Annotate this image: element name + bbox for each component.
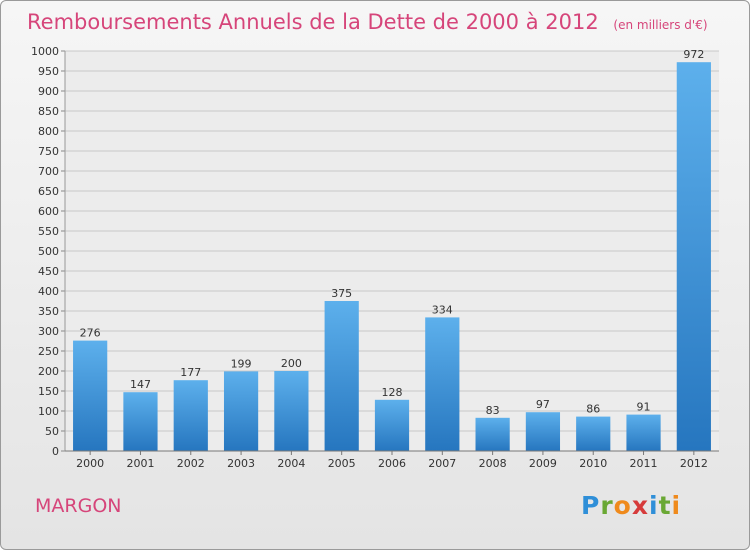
y-tick-label: 650 [38,185,59,198]
logo-letter: t [658,491,672,520]
y-tick-label: 400 [38,285,59,298]
y-tick-label: 600 [38,205,59,218]
x-tick-label: 2010 [579,457,607,470]
chart-title-text: Remboursements Annuels de la Dette de 20… [27,10,599,34]
x-tick-label: 2001 [126,457,154,470]
x-tick-label: 2007 [428,457,456,470]
y-tick-label: 850 [38,105,59,118]
y-tick-label: 50 [45,425,59,438]
y-tick-label: 100 [38,405,59,418]
bar-value-label: 199 [231,357,252,370]
x-tick-label: 2004 [277,457,305,470]
bar-value-label: 83 [486,404,500,417]
y-tick-label: 300 [38,325,59,338]
y-tick-label: 750 [38,145,59,158]
y-tick-label: 0 [52,445,59,458]
x-tick-label: 2011 [630,457,658,470]
y-tick-label: 150 [38,385,59,398]
logo-letter: i [649,491,659,520]
logo-letter: i [671,491,682,520]
x-tick-label: 2009 [529,457,557,470]
y-tick-label: 900 [38,85,59,98]
bar-2008 [475,417,510,451]
commune-name: MARGON [35,495,122,517]
logo-letter: r [600,491,614,520]
y-tick-label: 200 [38,365,59,378]
bar-2009 [525,412,561,451]
x-tick-label: 2005 [328,457,356,470]
bar-value-label: 177 [180,366,201,379]
bar-value-label: 334 [432,303,453,316]
y-tick-label: 250 [38,345,59,358]
bar-2001 [123,392,158,451]
bar-value-label: 972 [683,48,704,61]
y-tick-label: 450 [38,265,59,278]
x-tick-label: 2002 [177,457,205,470]
bar-2006 [374,399,410,451]
x-tick-label: 2006 [378,457,406,470]
proxiti-logo: Proxiti [581,491,681,520]
y-tick-label: 950 [38,65,59,78]
y-tick-label: 350 [38,305,59,318]
bar-value-label: 200 [281,357,302,370]
x-axis: 2000 2001 2002 2003 2004 2005 2006 2007 2008 2009… [65,450,719,470]
x-tick-label: 2008 [479,457,507,470]
bar-2010 [576,416,611,451]
logo-letter: x [631,491,649,520]
bar-value-label: 375 [331,287,352,300]
logo-letter: o [613,491,632,520]
chart-unit: (en milliers d'€) [613,18,708,32]
bar-2005 [324,301,359,451]
x-tick-label: 2003 [227,457,255,470]
y-tick-label: 800 [38,125,59,138]
bar-2003 [223,371,259,451]
bar-2007 [425,317,460,451]
bar-value-label: 91 [637,401,651,414]
bar-2002 [173,380,208,451]
y-tick-label: 1000 [31,45,59,58]
bar-value-label: 276 [80,327,101,340]
bar-value-label: 97 [536,398,550,411]
bar-2012 [676,62,711,451]
logo-letter: P [581,491,601,520]
bar-value-label: 128 [382,386,403,399]
bar-2004 [274,371,309,451]
y-axis: 0 50 100 150 200 250 300 350 400 450 500 550 600 650 7… [31,45,66,458]
x-tick-label: 2000 [76,457,104,470]
bar-value-label: 147 [130,378,151,391]
bar-value-label: 86 [586,403,600,416]
chart-title: Remboursements Annuels de la Dette de 20… [27,10,708,34]
bar-2011 [626,414,661,451]
y-tick-label: 500 [38,245,59,258]
bar-2000 [73,340,108,451]
y-tick-label: 550 [38,225,59,238]
bars-group: 276 147 177 199 200 375 128 334 83 97 86 91 972 [73,48,711,451]
y-tick-label: 700 [38,165,59,178]
x-tick-label: 2012 [680,457,708,470]
